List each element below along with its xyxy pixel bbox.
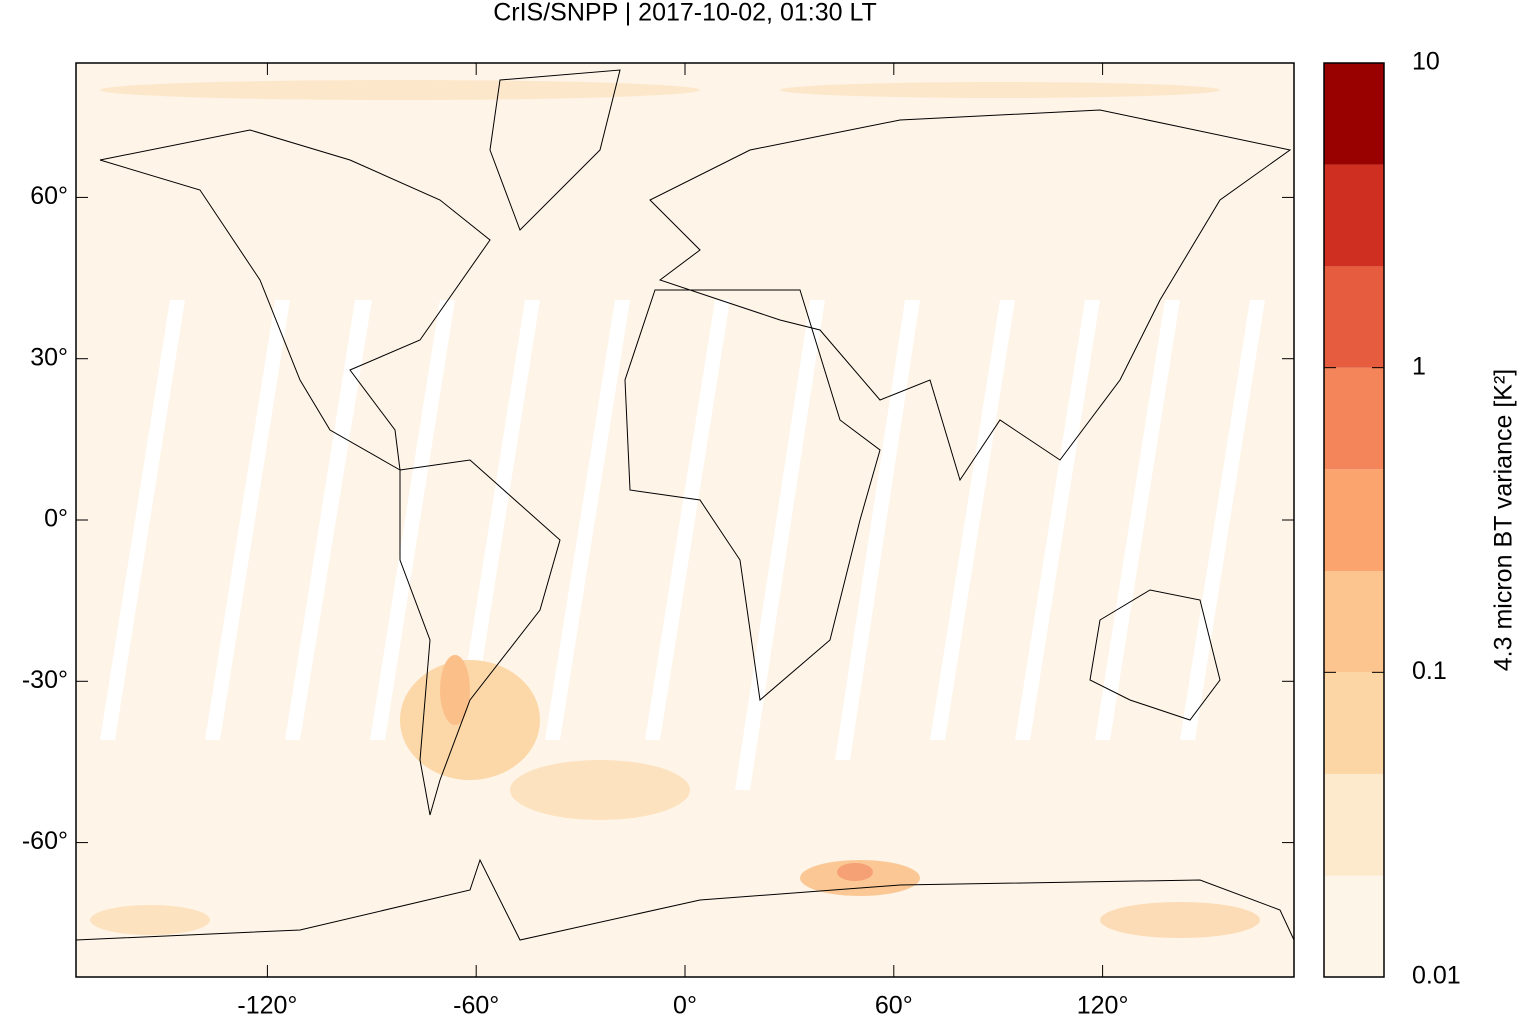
colorbar-tick-label: 0.1 [1412,657,1447,685]
colorbar-level [1324,773,1384,876]
y-tick-label: -60° [22,827,68,855]
colorbar-level [1324,469,1384,572]
y-tick-label: 0° [44,505,68,533]
y-tick-label: 60° [30,182,68,210]
colorbar-tick-label: 0.01 [1412,962,1461,990]
x-tick-label: 60° [875,992,913,1020]
colorbar-level [1324,63,1384,165]
colorbar-frame [1323,62,1385,978]
colorbar-label: 4.3 micron BT variance [K²] [1490,369,1518,671]
colorbar-level [1324,571,1384,673]
coastlines [75,69,1295,941]
data-gaps [100,300,1265,790]
colorbar-level [1324,875,1384,977]
colorbar-level [1324,164,1384,267]
colorbar-tick-label: 10 [1412,48,1440,76]
colorbar-tick-label: 1 [1412,352,1426,380]
x-tick-label: 0° [673,992,697,1020]
x-tick-label: -60° [453,992,499,1020]
colorbar-level [1324,367,1384,470]
colorbar-level [1324,672,1384,774]
y-tick-label: -30° [22,666,68,694]
variance-patches [90,80,1260,938]
colorbar-level [1324,266,1384,368]
y-tick-label: 30° [30,343,68,371]
map-field [75,63,1295,977]
x-tick-label: -120° [237,992,297,1020]
x-tick-label: 120° [1077,992,1129,1020]
chart-title: CrIS/SNPP | 2017-10-02, 01:30 LT [493,0,877,27]
